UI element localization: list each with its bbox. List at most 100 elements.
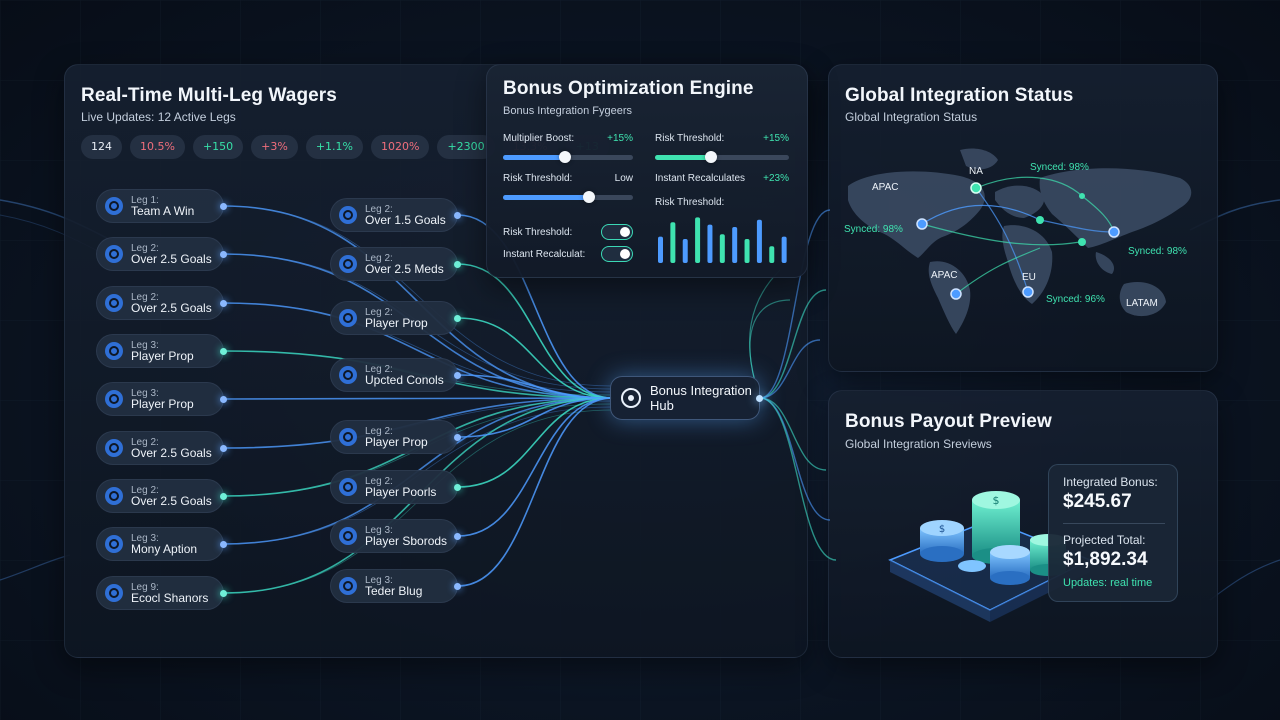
leg-icon: [105, 487, 123, 505]
leg-icon: [339, 577, 357, 595]
leg-connector-dot: [220, 590, 227, 597]
leg-text: Leg 2: Upcted Conols: [365, 364, 444, 386]
leg-market: Teder Blug: [365, 584, 423, 598]
risk-threshold-right-label: Risk Threshold:: [655, 133, 725, 144]
leg-text: Leg 2: Over 2.5 Goals: [131, 243, 212, 265]
leg-connector-dot: [220, 251, 227, 258]
leg-chip[interactable]: Leg 2: Over 2.5 Meds: [330, 247, 461, 281]
wagers-subtitle: Live Updates: 12 Active Legs: [81, 110, 236, 124]
payout-subtitle: Global Integration Sreviews: [845, 437, 992, 451]
global-title: Global Integration Status: [845, 85, 1074, 106]
slider-knob[interactable]: [559, 151, 572, 163]
leg-chip[interactable]: Leg 2: Player Prop: [330, 420, 461, 454]
risk-bar: [719, 234, 725, 263]
bonus-engine-title: Bonus Optimization Engine: [503, 78, 754, 99]
risk-bar: [756, 219, 762, 263]
ticker-chip: 10.5%: [130, 135, 185, 159]
leg-icon: [105, 390, 123, 408]
risk-threshold-value: Low: [614, 173, 633, 184]
leg-icon: [105, 342, 123, 360]
risk-bar: [658, 236, 663, 263]
multiplier-boost-value: +15%: [607, 133, 633, 144]
leg-icon: [339, 478, 357, 496]
leg-icon: [339, 428, 357, 446]
leg-chip[interactable]: Leg 2: Over 2.5 Goals: [96, 286, 227, 320]
bonus-engine-panel: Bonus Optimization Engine Bonus Integrat…: [486, 64, 808, 278]
leg-chip[interactable]: Leg 2: Player Poorls: [330, 470, 461, 504]
leg-market: Upcted Conols: [365, 373, 444, 387]
leg-market: Mony Aption: [131, 542, 198, 556]
leg-text: Leg 2: Over 2.5 Goals: [131, 437, 212, 459]
leg-chip[interactable]: Leg 2: Upcted Conols: [330, 358, 461, 392]
multiplier-boost-slider[interactable]: [503, 151, 633, 163]
risk-threshold-toggle[interactable]: [601, 224, 633, 240]
instant-recalc-label: Instant Recalculates: [655, 173, 746, 184]
risk-bar: [732, 227, 738, 263]
map-region-label: Synced: 98%: [1030, 162, 1089, 173]
leg-text: Leg 2: Player Prop: [365, 426, 428, 448]
leg-connector-dot: [220, 396, 227, 403]
risk-threshold-slider[interactable]: [503, 191, 633, 203]
leg-connector-dot: [454, 261, 461, 268]
ticker-chip: 124: [81, 135, 122, 159]
leg-chip[interactable]: Leg 3: Player Sborods: [330, 519, 461, 553]
leg-market: Player Poorls: [365, 485, 437, 499]
slider-knob[interactable]: [705, 151, 718, 163]
integrated-bonus-label: Integrated Bonus:: [1063, 475, 1158, 489]
leg-text: Leg 1: Team A Win: [131, 195, 194, 217]
leg-connector-dot: [454, 583, 461, 590]
leg-chip[interactable]: Leg 2: Over 2.5 Goals: [96, 431, 227, 465]
leg-chip[interactable]: Leg 3: Player Prop: [96, 382, 227, 416]
leg-chip[interactable]: Leg 3: Mony Aption: [96, 527, 227, 561]
leg-connector-dot: [220, 541, 227, 548]
leg-connector-dot: [220, 300, 227, 307]
bonus-engine-subtitle: Bonus Integration Fygeers: [503, 105, 633, 117]
leg-text: Leg 3: Player Prop: [131, 388, 194, 410]
ticker-chip: +3%: [251, 135, 298, 159]
leg-text: Leg 2: Over 2.5 Goals: [131, 292, 212, 314]
risk-bar: [682, 239, 688, 263]
leg-market: Over 2.5 Meds: [365, 262, 444, 276]
risk-threshold-label: Risk Threshold:: [503, 173, 573, 184]
payout-summary-card: Integrated Bonus: $245.67 Projected Tota…: [1048, 464, 1178, 602]
instant-recalc-toggle[interactable]: [601, 246, 633, 262]
leg-icon: [105, 584, 123, 602]
map-region-label: NA: [969, 166, 983, 177]
map-region-label: APAC: [872, 182, 899, 193]
hub-icon: [621, 388, 641, 408]
leg-text: Leg 2: Over 2.5 Goals: [131, 485, 212, 507]
leg-market: Over 2.5 Goals: [131, 301, 212, 315]
projected-total-value: $1,892.34: [1063, 549, 1148, 570]
leg-connector-dot: [220, 493, 227, 500]
bonus-integration-hub[interactable]: Bonus Integration Hub: [610, 376, 763, 420]
leg-chip[interactable]: Leg 1: Team A Win: [96, 189, 227, 223]
leg-text: Leg 2: Over 1.5 Goals: [365, 204, 446, 226]
leg-market: Over 2.5 Goals: [131, 446, 212, 460]
leg-chip[interactable]: Leg 2: Over 2.5 Goals: [96, 237, 227, 271]
ticker-chip: 1020%: [371, 135, 430, 159]
leg-connector-dot: [454, 434, 461, 441]
leg-connector-dot: [454, 484, 461, 491]
leg-connector-dot: [454, 372, 461, 379]
leg-chip[interactable]: Leg 2: Player Prop: [330, 301, 461, 335]
risk-threshold-right-slider[interactable]: [655, 151, 789, 163]
map-region-label: Synced: 98%: [844, 224, 903, 235]
leg-text: Leg 3: Player Prop: [131, 340, 194, 362]
risk-bar: [744, 239, 750, 263]
leg-chip[interactable]: Leg 2: Over 1.5 Goals: [330, 198, 461, 232]
leg-text: Leg 2: Player Poorls: [365, 476, 436, 498]
leg-icon: [339, 255, 357, 273]
map-region-label: Synced: 98%: [1128, 246, 1187, 257]
slider-knob[interactable]: [582, 191, 595, 203]
leg-chip[interactable]: Leg 2: Over 2.5 Goals: [96, 479, 227, 513]
leg-icon: [105, 535, 123, 553]
leg-chip[interactable]: Leg 9: Ecocl Shanors: [96, 576, 227, 610]
leg-text: Leg 9: Ecocl Shanors: [131, 582, 208, 604]
leg-chip[interactable]: Leg 3: Player Prop: [96, 334, 227, 368]
leg-icon: [105, 294, 123, 312]
map-region-label: Synced: 96%: [1046, 294, 1105, 305]
toggle-risk-label: Risk Threshold:: [503, 227, 573, 238]
leg-chip[interactable]: Leg 3: Teder Blug: [330, 569, 461, 603]
wagers-title: Real-Time Multi-Leg Wagers: [81, 85, 337, 106]
risk-bars-label: Risk Threshold:: [655, 197, 725, 208]
